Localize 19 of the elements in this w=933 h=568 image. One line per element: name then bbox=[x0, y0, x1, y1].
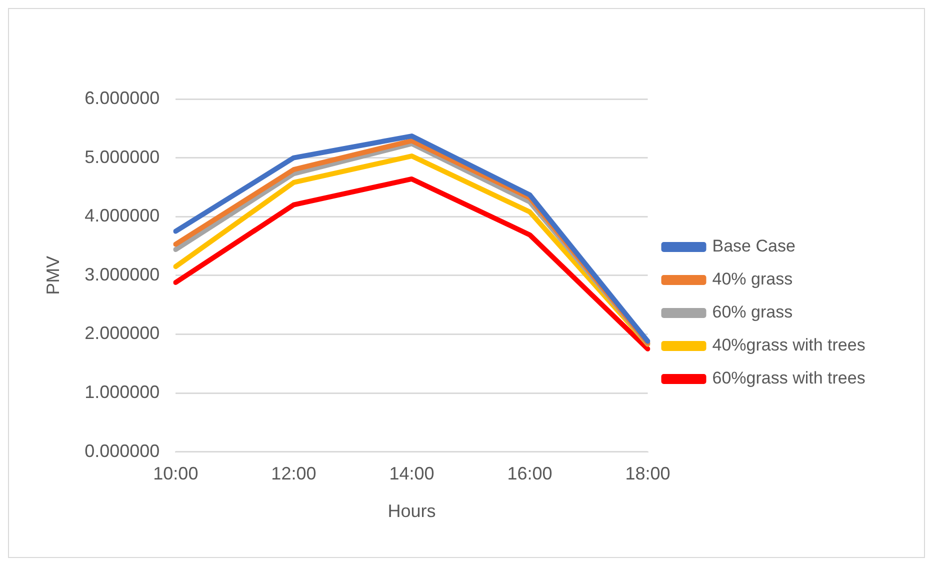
x-tick-label: 12:00 bbox=[271, 464, 316, 484]
legend-label: 40%grass with trees bbox=[712, 336, 866, 355]
x-tick-label: 10:00 bbox=[153, 464, 198, 484]
x-tick-label: 18:00 bbox=[625, 464, 670, 484]
x-axis-title: Hours bbox=[388, 501, 436, 522]
y-tick-label: 3.000000 bbox=[84, 264, 160, 284]
y-tick-label: 5.000000 bbox=[84, 146, 160, 167]
legend-label: 60%grass with trees bbox=[712, 368, 866, 388]
x-tick-label: 14:00 bbox=[389, 464, 434, 484]
y-tick-label: 6.000000 bbox=[84, 88, 160, 108]
legend-label: 40% grass bbox=[712, 270, 793, 289]
x-tick-label: 16:00 bbox=[507, 464, 552, 484]
y-tick-label: 4.000000 bbox=[84, 206, 160, 226]
y-tick-label: 2.000000 bbox=[84, 323, 160, 344]
y-tick-label: 0.000000 bbox=[84, 440, 160, 461]
y-tick-label: 1.000000 bbox=[84, 382, 160, 402]
y-axis-title: PMV bbox=[42, 256, 63, 295]
legend-label: Base Case bbox=[712, 236, 796, 256]
legend-label: 60% grass bbox=[712, 302, 793, 322]
